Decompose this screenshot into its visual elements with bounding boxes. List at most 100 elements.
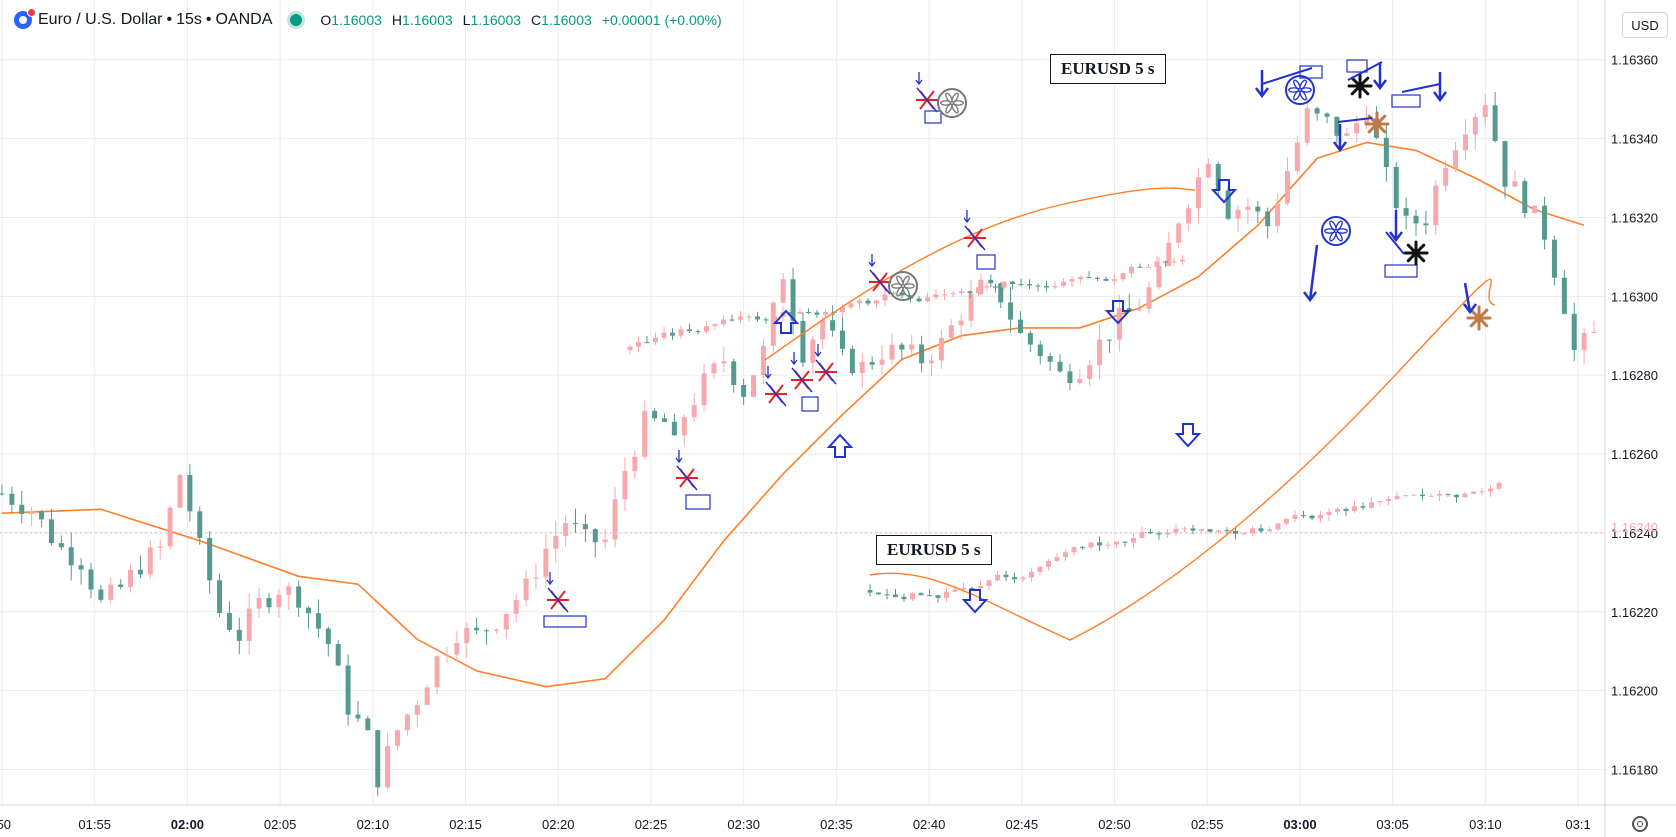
candle-body [790,279,796,321]
inset-candle-body [952,589,958,592]
market-status-icon[interactable] [290,14,303,26]
candle-body [1027,333,1033,345]
candle-body [187,474,193,512]
candle-body [592,529,598,543]
inset-candle-body [1137,266,1143,268]
candle-body [1403,208,1409,216]
price-tick-label: 1.16280 [1611,368,1658,383]
candle-body [1037,344,1043,357]
trend-line [1347,61,1383,81]
symbol-name[interactable]: Euro / U.S. Dollar [38,11,163,28]
time-tick-label: 02:35 [820,817,853,832]
candle-body [1393,166,1399,209]
wheel-petal [951,103,959,114]
candle-body [909,344,915,350]
candle-body [553,535,559,549]
line-arrow-down-icon [1303,244,1319,303]
arrow-head [1333,141,1347,153]
time-tick-label: 02:10 [357,817,390,832]
candle-body [286,586,292,595]
inset-candle-body [1386,499,1391,501]
inset-candle-body [1224,530,1230,532]
candle-body [1532,205,1538,214]
candle-body [493,629,499,631]
line-arrow-down-icon [1433,72,1447,103]
candle-body [167,507,173,547]
candle-body [1176,223,1182,243]
price-tick-label: 1.16360 [1611,53,1658,68]
currency-button[interactable]: USD [1622,12,1668,38]
candle-body [1324,113,1330,117]
high-label: H [391,12,403,28]
settings-gear-icon[interactable] [1632,816,1648,832]
inset-candle-body [1086,277,1092,279]
candle-body [355,714,361,719]
blue-box-marker [685,494,711,510]
blue-box-marker [1384,264,1418,278]
interval[interactable]: 15s [176,11,202,28]
candle-body [1581,333,1587,351]
candle-body [78,565,84,570]
time-tick-label: 03:05 [1376,817,1409,832]
candle-body [632,456,638,472]
inset-candle-body [772,316,777,320]
candle-body [1482,105,1488,117]
inset-candle-body [1027,284,1032,286]
inset-candle-body [1037,566,1043,572]
candle-body [711,363,717,374]
inset-candle-body [986,580,992,587]
forex-flag-icon[interactable] [14,8,36,29]
inset-candle-body [927,595,932,597]
inset-candle-body [814,312,820,315]
small-arrow-icon [790,352,798,366]
inset-candle-body [1335,509,1340,512]
time-tick-label: 02:40 [913,817,946,832]
candle-body [1492,105,1498,142]
candle-body [1047,356,1053,362]
candle-body [1314,108,1320,114]
inset-candle-body [1403,495,1408,497]
wheel-petal [1329,231,1337,242]
time-tick-label: :50 [0,817,11,832]
inset-candle-body [1122,541,1128,543]
candle-body [1057,361,1063,372]
candle-body [1186,208,1192,224]
price-tick-label: 1.16260 [1611,447,1658,462]
inset-candle-body [1046,560,1051,567]
annotation-box[interactable]: EURUSD 5 s [876,535,992,565]
wheel-petal [945,103,953,114]
candle-body [1284,171,1290,204]
price-tick-label: 1.16340 [1611,132,1658,147]
exchange[interactable]: OANDA [215,11,273,28]
annotation-box[interactable]: EURUSD 5 s [1050,54,1166,84]
inset-candle-body [1258,528,1264,532]
candle-body [830,320,836,331]
candle-body [1265,211,1271,227]
candle-body [1067,371,1073,384]
inset-candle-body [1454,494,1459,498]
inset-candle-body [653,337,658,343]
wheel-petal [896,286,904,297]
inset-candle-body [1063,552,1068,558]
wheel-petal [945,92,953,103]
inset-candle-body [1003,574,1009,578]
line-arrow-down-icon [1389,210,1403,243]
candle-body [1136,308,1142,311]
time-tick-label: 02:25 [635,817,668,832]
candle-body [1205,164,1211,178]
candle-body [760,345,766,376]
candle-body [1017,319,1023,334]
inset-candle-body [1233,530,1238,534]
candle-body [770,302,776,346]
high-value: 1.16003 [402,12,453,28]
candle-body [1542,205,1548,240]
inset-candle-body [1120,273,1126,280]
brown-star-marker-stroke [1469,308,1489,328]
inset-candle-body [789,312,794,314]
candle-body [29,511,35,514]
inset-candle-body [993,286,998,288]
candle-body [207,537,213,581]
candle-body [306,607,312,614]
